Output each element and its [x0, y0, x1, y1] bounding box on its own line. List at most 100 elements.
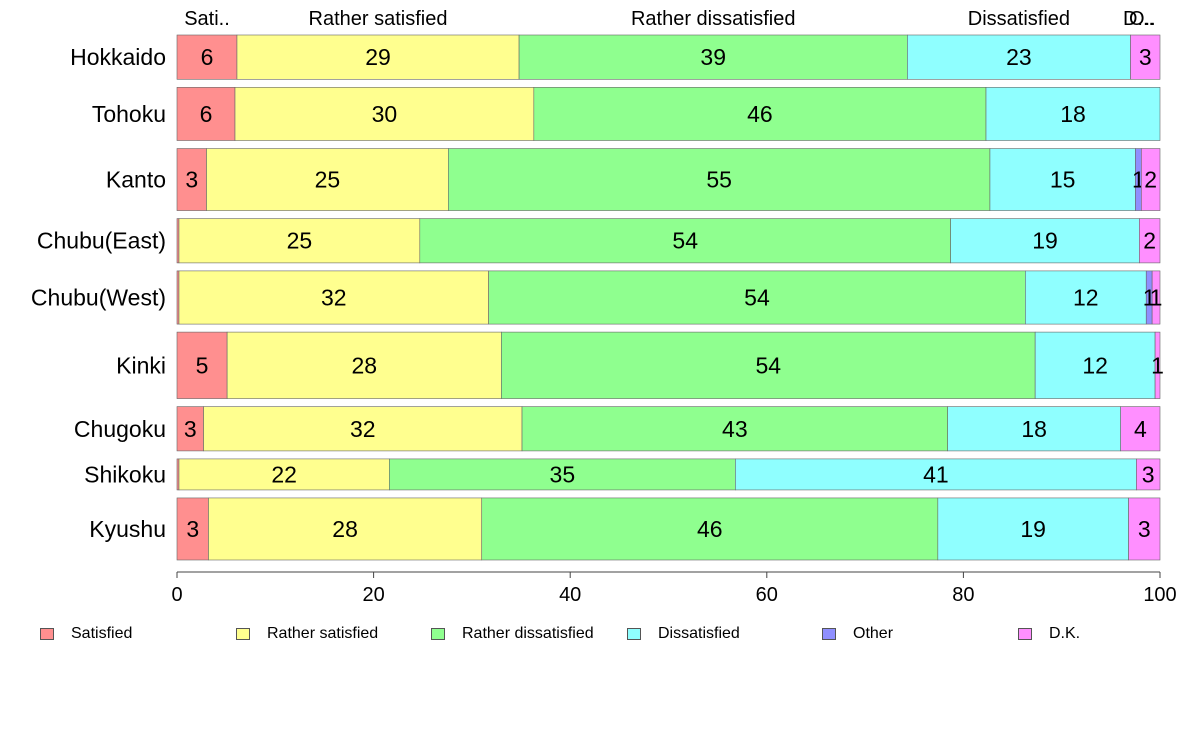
legend-item: Other — [822, 622, 893, 646]
bar-segment — [178, 458, 390, 491]
category-label: Kyushu — [89, 516, 166, 542]
data-label: 35 — [550, 461, 576, 487]
category-label: Tohoku — [92, 101, 166, 127]
data-label: 18 — [1060, 101, 1086, 127]
data-label: 55 — [706, 167, 732, 193]
bar-segment — [501, 331, 1036, 399]
bar-segment — [226, 331, 502, 399]
data-label: 3 — [186, 516, 199, 542]
bar-segment — [488, 270, 1026, 325]
data-label: 46 — [747, 101, 773, 127]
data-label: 19 — [1032, 228, 1058, 254]
column-label: O.. — [1129, 8, 1156, 30]
bar-segment — [1139, 218, 1161, 264]
category-label: Kinki — [116, 352, 166, 378]
x-tick-label: 80 — [952, 584, 974, 606]
data-label: 5 — [196, 352, 209, 378]
bar-segment — [518, 34, 908, 80]
legend-item: Dissatisfied — [627, 622, 740, 646]
bar-segment — [1128, 497, 1161, 561]
legend-label: Rather satisfied — [267, 625, 379, 642]
data-label: 3 — [185, 167, 198, 193]
bar-segment — [947, 406, 1121, 452]
legend-item: Rather satisfied — [236, 622, 378, 646]
column-label: Dissatisfied — [968, 8, 1070, 30]
bar-segment — [178, 218, 421, 264]
data-label: 22 — [271, 461, 297, 487]
data-label: 1 — [1150, 285, 1163, 311]
legend-item: D.K. — [1018, 622, 1080, 646]
bar-segment — [234, 87, 535, 141]
category-label: Kanto — [106, 167, 166, 193]
bar-segment — [203, 406, 523, 452]
bar-segment — [533, 87, 987, 141]
bar-segment — [176, 148, 207, 211]
data-label: 39 — [700, 44, 726, 70]
data-label: 23 — [1006, 44, 1032, 70]
bar-segment — [1151, 270, 1161, 325]
x-tick-label: 100 — [1143, 584, 1176, 606]
legend-swatch — [627, 628, 641, 640]
data-label: 32 — [321, 285, 347, 311]
data-label: 54 — [672, 228, 698, 254]
legend-label: D.K. — [1049, 625, 1081, 642]
bar-segment — [1130, 34, 1161, 80]
legend-swatch — [1018, 628, 1032, 640]
bar-segment — [1141, 148, 1161, 211]
x-tick-label: 0 — [171, 584, 182, 606]
bar-segment — [985, 87, 1161, 141]
x-tick-label: 20 — [362, 584, 384, 606]
bar-segment — [937, 497, 1129, 561]
data-label: 54 — [744, 285, 770, 311]
bar-segment — [907, 34, 1131, 80]
data-label: 28 — [332, 516, 358, 542]
chart-legend: Satisfied Rather satisfied Rather dissatis… — [0, 622, 1188, 646]
data-label: 6 — [201, 44, 214, 70]
data-label: 3 — [1138, 516, 1151, 542]
bar-segment — [521, 406, 948, 452]
legend-label: Dissatisfied — [658, 625, 740, 642]
category-label: Chugoku — [74, 416, 166, 442]
bar-segment — [481, 497, 939, 561]
data-label: 12 — [1073, 285, 1099, 311]
bar-segment — [178, 270, 489, 325]
bar-segment — [176, 497, 209, 561]
bar-segment — [1025, 270, 1147, 325]
legend-label: Other — [853, 625, 894, 642]
category-label: Hokkaido — [70, 44, 166, 70]
bar-segment — [419, 218, 951, 264]
data-label: 25 — [287, 228, 313, 254]
legend-label: Satisfied — [71, 625, 133, 642]
x-tick-label: 60 — [756, 584, 778, 606]
data-label: 2 — [1144, 167, 1157, 193]
data-label: 41 — [923, 461, 949, 487]
bar-segment — [1034, 331, 1156, 399]
data-label: 6 — [200, 101, 213, 127]
bar-segment — [236, 34, 520, 80]
legend-item: Satisfied — [40, 622, 132, 646]
data-label: 1 — [1151, 352, 1164, 378]
data-label: 28 — [351, 352, 377, 378]
x-tick-label: 40 — [559, 584, 581, 606]
category-label: Chubu(West) — [31, 285, 166, 311]
column-label: Sati.. — [184, 8, 230, 30]
bar-segment — [1120, 406, 1161, 452]
legend-swatch — [236, 628, 250, 640]
bar-segment — [1154, 331, 1161, 399]
data-label: 15 — [1050, 167, 1076, 193]
data-label: 29 — [365, 44, 391, 70]
data-label: 2 — [1143, 228, 1156, 254]
bar-segment — [208, 497, 483, 561]
bar-segment — [950, 218, 1140, 264]
data-label: 3 — [1142, 461, 1155, 487]
data-label: 3 — [1139, 44, 1152, 70]
column-label: Rather satisfied — [309, 8, 448, 30]
data-label: 46 — [697, 516, 723, 542]
bar-segment — [735, 458, 1137, 491]
data-label: 12 — [1082, 352, 1108, 378]
bar-segment — [176, 34, 238, 80]
legend-swatch — [40, 628, 54, 640]
bar-segment — [448, 148, 991, 211]
column-label: Rather dissatisfied — [631, 8, 796, 30]
